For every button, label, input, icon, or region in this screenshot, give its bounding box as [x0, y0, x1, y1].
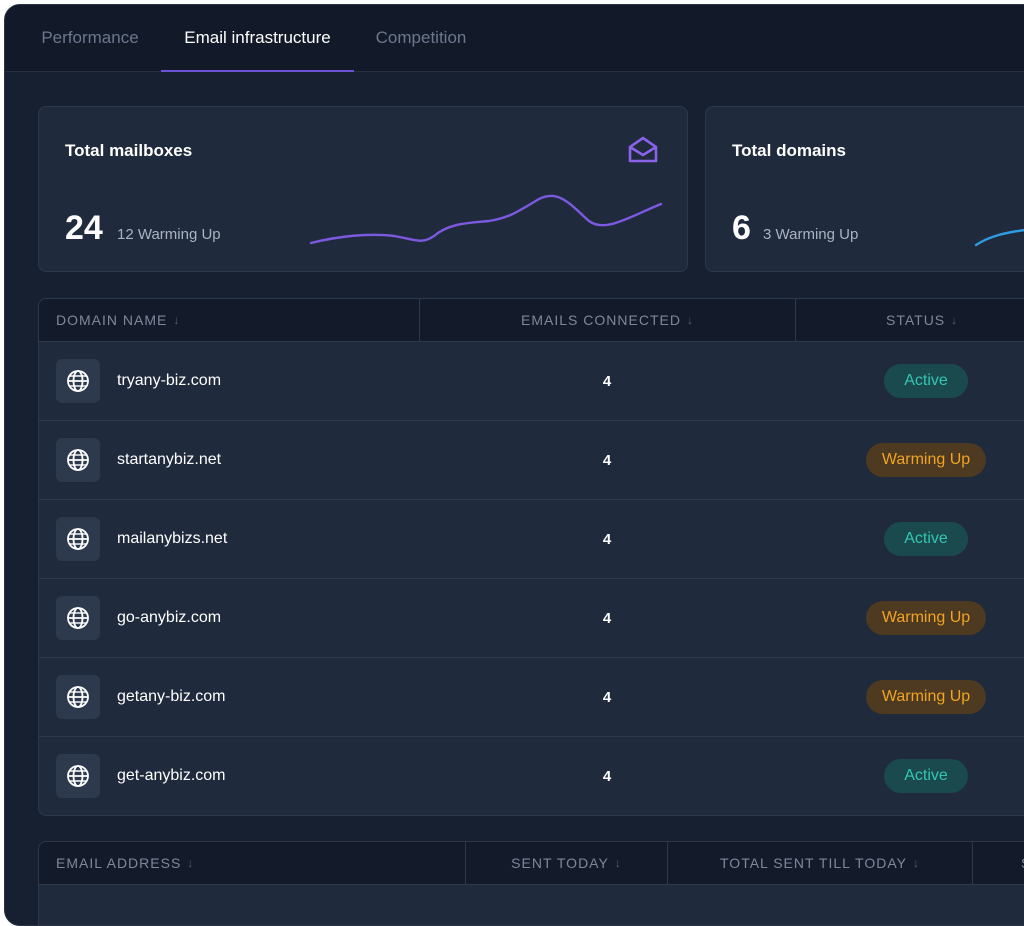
globe-icon — [56, 517, 100, 561]
column-label: TOTAL SENT TILL TODAY — [720, 855, 907, 871]
total-mailboxes-card: Total mailboxes 24 12 Warming Up — [38, 106, 688, 272]
globe-icon — [56, 438, 100, 482]
column-label: STATUS — [886, 312, 946, 328]
table-header: DOMAIN NAME ↓ EMAILS CONNECTED ↓ STATUS … — [39, 299, 1024, 342]
email-address-column-header[interactable]: EMAIL ADDRESS ↓ — [56, 842, 464, 884]
mailbox-table: EMAIL ADDRESS ↓ SENT TODAY ↓ TOTAL SENT … — [38, 841, 1024, 925]
total-domains-card: Total domains 6 3 Warming Up — [705, 106, 1024, 272]
column-label: DOMAIN NAME — [56, 312, 168, 328]
tab-performance[interactable]: Performance — [25, 5, 155, 71]
domain-name: getany-biz.com — [117, 688, 226, 705]
sort-arrow-icon: ↓ — [187, 856, 195, 870]
table-header: EMAIL ADDRESS ↓ SENT TODAY ↓ TOTAL SENT … — [39, 842, 1024, 885]
next-column-header[interactable]: S — [972, 842, 1024, 884]
status-badge: Warming Up — [866, 601, 986, 635]
emails-connected-count: 4 — [602, 451, 612, 469]
status-badge: Active — [884, 522, 968, 556]
column-label: SENT TODAY — [511, 855, 609, 871]
total-mailboxes-value: 24 — [65, 209, 103, 247]
card-title: Total mailboxes — [65, 141, 193, 160]
table-row[interactable]: getany-biz.com 4 Warming Up — [39, 658, 1024, 737]
globe-icon — [56, 596, 100, 640]
envelope-open-icon — [627, 135, 659, 170]
emails-connected-column-header[interactable]: EMAILS CONNECTED ↓ — [419, 299, 795, 341]
emails-connected-count: 4 — [602, 609, 612, 627]
sent-today-column-header[interactable]: SENT TODAY ↓ — [465, 842, 667, 884]
globe-icon — [56, 754, 100, 798]
table-row[interactable]: go-anybiz.com 4 Warming Up — [39, 579, 1024, 658]
domains-sparkline — [974, 228, 1024, 247]
total-sent-column-header[interactable]: TOTAL SENT TILL TODAY ↓ — [667, 842, 972, 884]
tab-label: Performance — [41, 28, 139, 47]
emails-connected-count: 4 — [602, 767, 612, 785]
active-tab-underline — [161, 70, 354, 72]
tab-label: Email infrastructure — [184, 28, 331, 47]
sort-arrow-icon: ↓ — [173, 313, 181, 327]
table-row[interactable]: startanybiz.net 4 Warming Up — [39, 421, 1024, 500]
mailboxes-sparkline — [309, 194, 663, 245]
column-label: EMAILS CONNECTED — [521, 312, 681, 328]
domains-warming-up: 3 Warming Up — [763, 226, 859, 243]
column-label: S — [1021, 855, 1024, 871]
domain-name: mailanybizs.net — [117, 530, 228, 547]
sort-arrow-icon: ↓ — [951, 313, 959, 327]
tab-label: Competition — [375, 28, 467, 47]
table-row[interactable]: get-anybiz.com 4 Active — [39, 737, 1024, 815]
sort-arrow-icon: ↓ — [614, 856, 622, 870]
tab-bar: Performance Email infrastructure Competi… — [5, 5, 1024, 72]
dashboard-window: Performance Email infrastructure Competi… — [4, 4, 1024, 926]
total-domains-value: 6 — [732, 209, 751, 247]
emails-connected-count: 4 — [602, 530, 612, 548]
column-label: EMAIL ADDRESS — [56, 855, 182, 871]
table-row[interactable]: mailanybizs.net 4 Active — [39, 500, 1024, 579]
globe-icon — [56, 359, 100, 403]
status-badge: Active — [884, 364, 968, 398]
tab-competition[interactable]: Competition — [363, 5, 479, 71]
sort-arrow-icon: ↓ — [912, 856, 920, 870]
domains-table: DOMAIN NAME ↓ EMAILS CONNECTED ↓ STATUS … — [38, 298, 1024, 816]
domain-name-column-header[interactable]: DOMAIN NAME ↓ — [56, 299, 418, 341]
mailboxes-warming-up: 12 Warming Up — [117, 226, 221, 243]
status-column-header[interactable]: STATUS ↓ — [795, 299, 1024, 341]
card-title: Total domains — [732, 141, 846, 160]
table-row[interactable]: tryany-biz.com 4 Active — [39, 342, 1024, 421]
sort-arrow-icon: ↓ — [686, 313, 694, 327]
status-badge: Warming Up — [866, 680, 986, 714]
status-badge: Warming Up — [866, 443, 986, 477]
domain-name: startanybiz.net — [117, 451, 222, 468]
emails-connected-count: 4 — [602, 372, 612, 390]
domain-name: go-anybiz.com — [117, 609, 222, 626]
domain-name: tryany-biz.com — [117, 372, 222, 389]
emails-connected-count: 4 — [602, 688, 612, 706]
status-badge: Active — [884, 759, 968, 793]
globe-icon — [56, 675, 100, 719]
tab-email-infrastructure[interactable]: Email infrastructure — [161, 5, 354, 72]
domain-name: get-anybiz.com — [117, 767, 226, 784]
